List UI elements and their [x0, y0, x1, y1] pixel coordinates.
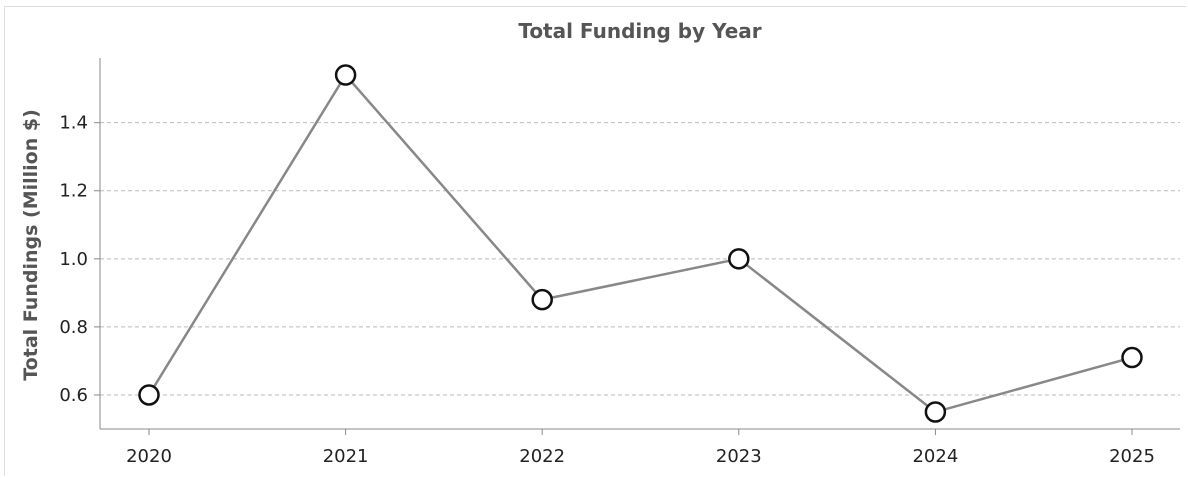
data-point-2020[interactable] — [138, 384, 160, 406]
y-tick-label: 0.6 — [59, 385, 88, 406]
data-point-2022[interactable] — [531, 288, 553, 311]
y-tick-label: 1.0 — [59, 249, 88, 270]
y-tick-label: 1.4 — [59, 113, 88, 134]
grid-lines — [100, 122, 1180, 396]
x-tick-label: 2020 — [126, 446, 172, 467]
x-tick-label: 2024 — [912, 446, 958, 467]
data-point-2024[interactable] — [924, 401, 947, 423]
series-line — [147, 73, 1133, 414]
series — [138, 64, 1143, 423]
x-tick-label: 2023 — [716, 446, 762, 467]
chart-title: Total Funding by Year — [518, 19, 761, 43]
data-point-2025[interactable] — [1121, 346, 1143, 369]
chart-frame — [4, 6, 1186, 476]
x-tick-label: 2025 — [1109, 446, 1155, 467]
x-tick-label: 2021 — [323, 446, 369, 467]
y-tick-label: 1.2 — [59, 181, 88, 202]
data-point-2023[interactable] — [728, 248, 750, 270]
y-tick-label: 0.8 — [59, 317, 88, 338]
tick-labels: 0.6 0.8 1.0 1.2 1.4 2020 2021 2022 2023 2024 2025 — [59, 113, 1155, 467]
data-point-2021[interactable] — [334, 64, 357, 86]
x-tick-label: 2022 — [519, 446, 565, 467]
y-axis-label: Total Fundings (Million $) — [20, 109, 42, 381]
axes — [94, 58, 1180, 435]
